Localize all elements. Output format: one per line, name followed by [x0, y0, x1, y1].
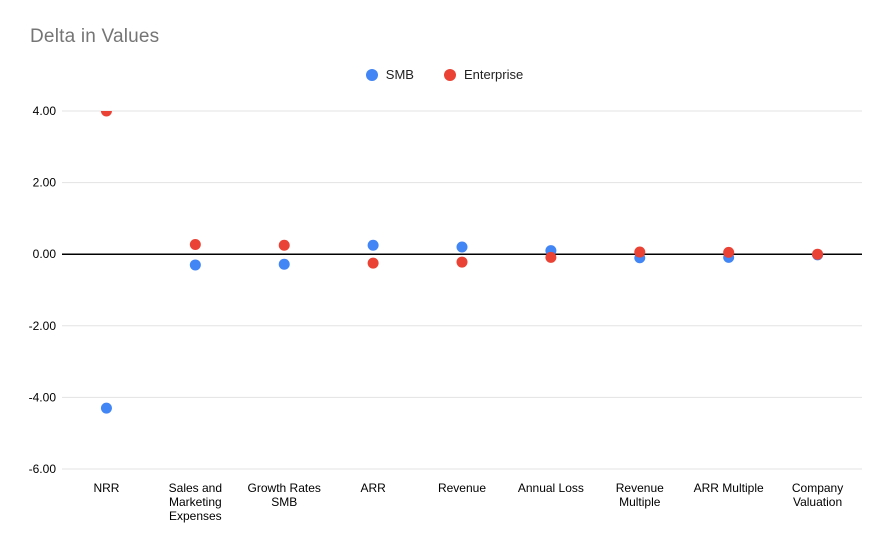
data-point-enterprise: [100, 111, 112, 117]
data-point-enterprise: [634, 246, 646, 258]
data-point-smb: [189, 259, 201, 271]
legend-marker-smb-icon: [365, 68, 378, 81]
x-axis-category-label: Revenue: [438, 481, 486, 495]
x-axis-category-label: Company Valuation: [792, 481, 843, 509]
data-point-smb: [278, 258, 290, 270]
y-axis-tick-label: 0.00: [33, 247, 57, 261]
data-point-enterprise: [812, 248, 824, 260]
x-axis-category-label: Revenue Multiple: [616, 481, 664, 509]
x-axis-category-label: Annual Loss: [518, 481, 584, 495]
legend-item-enterprise: Enterprise: [443, 67, 524, 82]
x-axis-category-label: Sales and Marketing Expenses: [169, 481, 222, 523]
data-point-smb: [367, 239, 379, 251]
data-point-enterprise: [723, 246, 735, 258]
legend-item-smb: SMB: [365, 67, 414, 82]
x-axis-category-label: ARR: [360, 481, 386, 495]
chart-legend: SMB Enterprise: [0, 67, 889, 82]
data-point-enterprise: [189, 239, 201, 251]
y-axis-tick-label: -4.00: [29, 390, 57, 404]
x-axis-category-label: NRR: [93, 481, 119, 495]
y-axis-tick-label: -6.00: [29, 462, 57, 476]
y-axis-tick-label: 4.00: [33, 104, 57, 118]
data-point-enterprise: [456, 256, 468, 268]
data-point-enterprise: [367, 257, 379, 269]
legend-label-smb: SMB: [385, 67, 414, 82]
data-point-enterprise: [278, 239, 290, 251]
legend-marker-enterprise-icon: [443, 68, 456, 81]
legend-label-enterprise: Enterprise: [463, 67, 524, 82]
x-axis-category-label: Growth Rates SMB: [248, 481, 321, 509]
y-axis-tick-label: 2.00: [33, 176, 57, 190]
y-axis-tick-label: -2.00: [29, 319, 57, 333]
data-point-smb: [456, 241, 468, 253]
data-point-smb: [100, 402, 112, 414]
chart-title: Delta in Values: [30, 26, 160, 47]
data-point-enterprise: [545, 251, 557, 263]
x-axis-category-label: ARR Multiple: [694, 481, 764, 495]
